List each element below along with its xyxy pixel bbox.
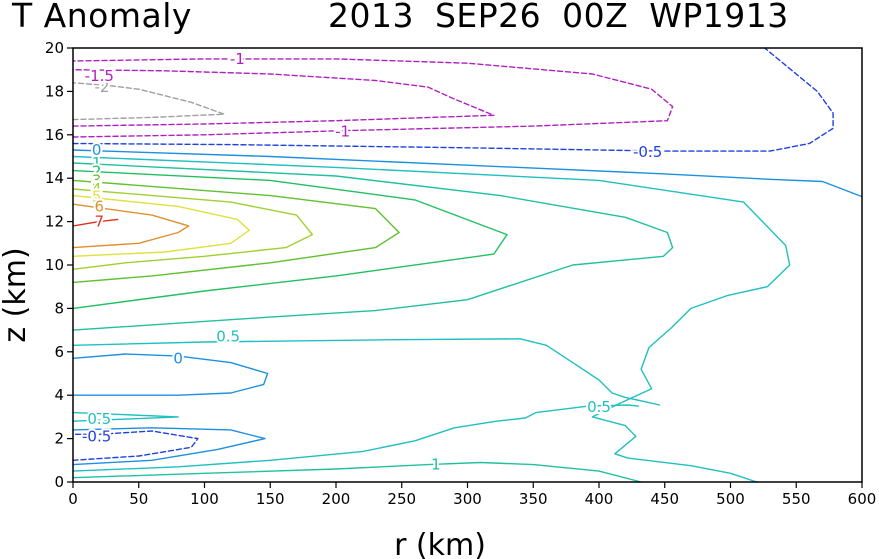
contour-label: 1 bbox=[431, 456, 441, 474]
contour-line bbox=[72, 47, 834, 152]
contour-line bbox=[72, 162, 674, 331]
contour-line bbox=[72, 430, 199, 461]
y-tick-label: 6 bbox=[54, 343, 64, 361]
x-tick-label: 100 bbox=[190, 490, 219, 508]
contour-label: -1 bbox=[335, 123, 350, 141]
contour-layer bbox=[72, 47, 863, 483]
y-axis: 0 2 4 6 8 10 12 14 16 18 20 bbox=[45, 39, 73, 491]
contour-label: 0 bbox=[173, 349, 183, 367]
chart-title: T Anomaly bbox=[12, 0, 192, 35]
contour-line bbox=[72, 69, 495, 127]
y-tick-label: 20 bbox=[45, 39, 64, 57]
contour-label: 0 bbox=[92, 141, 102, 159]
contour-line bbox=[72, 203, 190, 249]
y-tick-label: 16 bbox=[45, 126, 64, 144]
x-tick-label: 500 bbox=[716, 490, 745, 508]
contour-line bbox=[72, 155, 791, 483]
y-tick-label: 10 bbox=[45, 256, 64, 274]
y-tick-label: 18 bbox=[45, 82, 64, 100]
y-tick-label: 0 bbox=[54, 473, 64, 491]
contour-line bbox=[72, 338, 661, 406]
x-tick-label: 550 bbox=[782, 490, 811, 508]
contour-line bbox=[72, 404, 640, 472]
x-tick-label: 50 bbox=[129, 490, 148, 508]
x-tick-label: 300 bbox=[453, 490, 482, 508]
contour-line bbox=[72, 218, 119, 227]
contour-line bbox=[72, 353, 269, 396]
y-tick-label: 8 bbox=[54, 299, 64, 317]
contour-label: 0.5 bbox=[587, 398, 611, 416]
x-tick-label: 250 bbox=[387, 490, 416, 508]
contour-label: -1.5 bbox=[85, 67, 114, 85]
contour-label: 1 bbox=[92, 154, 102, 172]
contour-line bbox=[72, 427, 266, 466]
contour-line bbox=[72, 58, 674, 138]
contour-label: -2 bbox=[94, 78, 109, 96]
x-axis-label: r (km) bbox=[394, 528, 486, 559]
contour-line bbox=[72, 179, 400, 284]
x-tick-label: 450 bbox=[650, 490, 679, 508]
contour-label: -0.5 bbox=[82, 427, 111, 445]
contour-line bbox=[72, 82, 225, 121]
x-axis: 0 50 100 150 200 250 300 350 400 450 500 550 600 bbox=[68, 482, 876, 508]
y-tick-label: 2 bbox=[54, 430, 64, 448]
contour-label: 4 bbox=[92, 180, 102, 198]
x-tick-label: 200 bbox=[322, 490, 351, 508]
x-tick-label: 350 bbox=[519, 490, 548, 508]
contour-label: 7 bbox=[95, 213, 105, 231]
contour-label: -0.5 bbox=[633, 143, 662, 161]
y-tick-label: 14 bbox=[45, 169, 64, 187]
contour-label: -1 bbox=[230, 50, 245, 68]
contour-line bbox=[72, 411, 179, 422]
contour-line bbox=[72, 169, 508, 310]
x-tick-label: 0 bbox=[68, 490, 78, 508]
contour-label: 6 bbox=[95, 197, 105, 215]
contour-label: 5 bbox=[92, 188, 102, 206]
contour-line bbox=[72, 149, 863, 198]
x-tick-label: 600 bbox=[848, 490, 877, 508]
contour-label: 3 bbox=[92, 171, 102, 189]
contour-line bbox=[72, 188, 313, 270]
y-tick-label: 4 bbox=[54, 386, 64, 404]
contour-line bbox=[72, 461, 642, 483]
chart-subtitle: 2013 SEP26 00Z WP1913 bbox=[328, 0, 789, 35]
contour-label: 0.5 bbox=[216, 328, 240, 346]
y-tick-label: 12 bbox=[45, 213, 64, 231]
contour-label: 2 bbox=[92, 163, 102, 181]
plot-frame bbox=[72, 47, 863, 483]
contour-line bbox=[72, 194, 250, 257]
contour-label: 0.5 bbox=[87, 410, 111, 428]
x-tick-label: 150 bbox=[256, 490, 285, 508]
x-tick-label: 400 bbox=[585, 490, 614, 508]
y-axis-label: z (km) bbox=[0, 247, 33, 342]
